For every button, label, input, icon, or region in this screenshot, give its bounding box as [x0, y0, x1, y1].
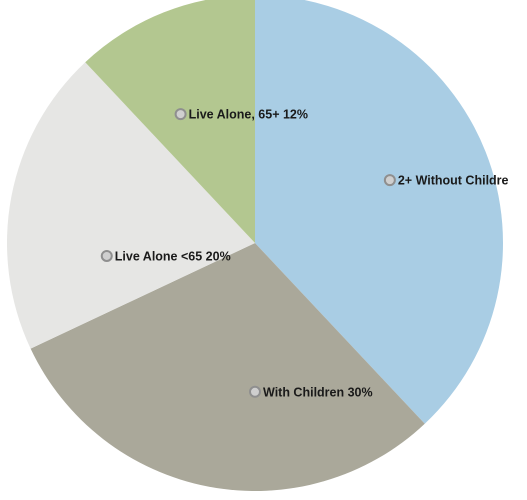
- slice-marker-icon: [174, 108, 187, 121]
- pie-slice: [85, 0, 255, 243]
- pie-labels: 2+ Without Childre With Children 30% Live …: [100, 108, 509, 399]
- pie-slices: [6, 0, 503, 491]
- slice-label: Live Alone <65 20%: [115, 249, 231, 263]
- slice-label: Live Alone, 65+ 12%: [189, 108, 308, 122]
- pie-slice: [30, 243, 425, 491]
- slice-label: With Children 30%: [263, 385, 373, 399]
- slice-marker-icon: [249, 385, 261, 398]
- pie-slice: [6, 62, 255, 349]
- slice-label: 2+ Without Childre: [398, 174, 509, 188]
- slice-marker-icon: [383, 174, 396, 187]
- pie-slice: [255, 0, 503, 424]
- slice-marker-icon: [100, 249, 113, 262]
